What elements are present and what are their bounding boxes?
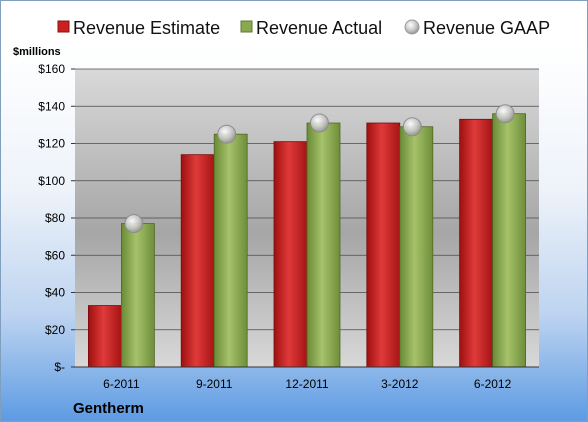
gaap-markers [124, 104, 515, 234]
legend-label-estimate: Revenue Estimate [73, 18, 220, 38]
legend: Revenue Estimate Revenue Actual Revenue … [57, 18, 550, 38]
bar-revenue-estimate [459, 118, 494, 368]
bars [88, 113, 527, 368]
marker-revenue-gaap [402, 117, 422, 137]
y-tick-label: $100 [38, 174, 65, 188]
marker-revenue-gaap [310, 113, 329, 133]
x-tick-label: 9-2011 [196, 377, 233, 391]
bar-revenue-actual [306, 122, 341, 368]
bar-revenue-actual [492, 113, 527, 368]
legend-label-actual: Revenue Actual [256, 18, 382, 38]
y-axis-label: $millions [13, 46, 61, 58]
x-tick-label: 6-2012 [474, 377, 512, 391]
y-tick-label: $40 [45, 286, 65, 300]
marker-revenue-gaap [217, 124, 237, 144]
y-tick-label: $160 [38, 62, 65, 76]
bar-revenue-actual [121, 223, 155, 368]
bar-revenue-actual [213, 133, 248, 368]
bar-revenue-estimate [88, 305, 122, 368]
company-name: Gentherm [73, 400, 144, 417]
y-tick-label: $- [54, 360, 65, 374]
y-tick-label: $20 [45, 323, 65, 337]
legend-swatch-actual [240, 20, 253, 33]
bar-revenue-estimate [366, 122, 401, 368]
marker-revenue-gaap [495, 104, 515, 124]
marker-revenue-gaap [124, 214, 144, 234]
x-tick-label: 3-2012 [381, 377, 419, 391]
y-axis-ticks: $- $20 $40 $60 $80 $100 $120 $140 $160 [38, 62, 75, 374]
y-tick-label: $80 [45, 211, 65, 225]
x-tick-label: 6-2011 [103, 377, 140, 391]
bar-revenue-actual [399, 126, 434, 368]
y-tick-label: $140 [38, 99, 65, 113]
legend-swatch-estimate [57, 20, 70, 33]
bar-revenue-estimate [273, 141, 308, 368]
y-tick-label: $120 [38, 137, 65, 151]
legend-label-gaap: Revenue GAAP [423, 18, 550, 38]
legend-marker-gaap [404, 19, 420, 35]
x-tick-label: 12-2011 [285, 377, 328, 391]
bar-revenue-estimate [180, 154, 215, 368]
y-tick-label: $60 [45, 248, 65, 262]
x-axis-ticks: 6-2011 9-2011 12-2011 3-2012 6-2012 [103, 377, 511, 391]
